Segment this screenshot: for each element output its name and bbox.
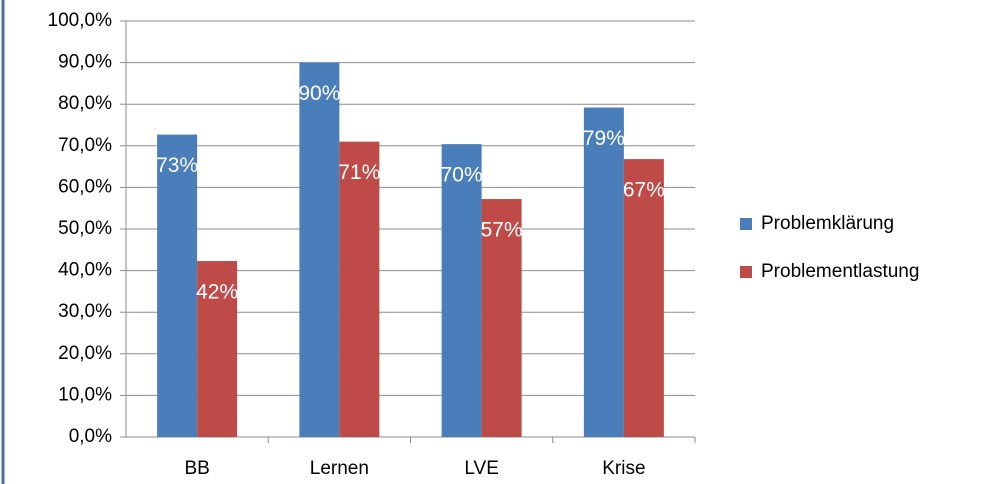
bar (157, 134, 198, 437)
value-label: 42% (196, 281, 238, 304)
bar (299, 62, 340, 437)
value-label: 90% (298, 82, 340, 105)
y-tick-label: 20,0% (58, 343, 112, 364)
y-tick-label: 50,0% (58, 218, 112, 239)
y-tick-label: 10,0% (58, 384, 112, 405)
x-tick-label: BB (184, 458, 209, 479)
bar (339, 141, 380, 437)
y-tick-label: 70,0% (58, 135, 112, 156)
legend-swatch (740, 218, 752, 230)
y-tick-label: 30,0% (58, 301, 112, 322)
value-label: 67% (623, 179, 665, 202)
value-label: 71% (338, 161, 380, 184)
value-label: 73% (156, 154, 198, 177)
y-tick-label: 0,0% (69, 426, 112, 447)
bar (481, 199, 522, 437)
value-label: 57% (481, 219, 523, 242)
bar (441, 144, 482, 438)
x-tick-label: Lernen (310, 458, 369, 479)
y-tick-label: 40,0% (58, 260, 112, 281)
y-tick-label: 100,0% (48, 10, 113, 31)
x-tick-label: LVE (464, 458, 499, 479)
legend-label: Problementlastung (761, 261, 919, 282)
y-tick-label: 60,0% (58, 176, 112, 197)
legend-label: Problemklärung (761, 213, 894, 234)
bar (197, 261, 238, 437)
value-label: 79% (583, 127, 625, 150)
x-tick-label: Krise (602, 458, 645, 479)
legend-swatch (740, 266, 752, 278)
value-label: 70% (441, 164, 483, 187)
bar (583, 107, 624, 437)
bar (623, 159, 664, 437)
y-tick-label: 90,0% (58, 52, 112, 73)
y-tick-label: 80,0% (58, 93, 112, 114)
